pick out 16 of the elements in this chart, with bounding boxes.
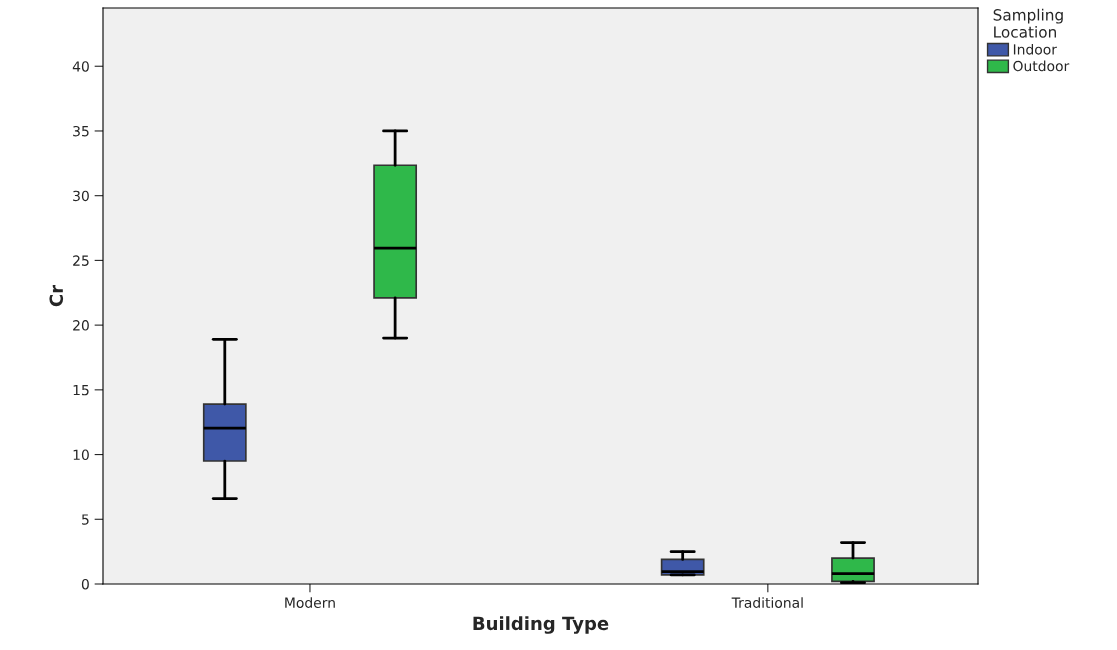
y-tick-label: 40 bbox=[72, 61, 89, 72]
y-tick-label: 25 bbox=[73, 255, 89, 266]
legend-title: Sampling Location bbox=[993, 8, 1063, 38]
y-tick-label: 10 bbox=[73, 449, 89, 461]
legend-label: Indoor bbox=[1013, 43, 1057, 55]
legend-label: Outdoor bbox=[1013, 60, 1070, 72]
x-axis-title: Building Type bbox=[473, 616, 609, 634]
y-tick-label: 20 bbox=[73, 320, 89, 331]
y-axis-title: Cr bbox=[49, 284, 64, 307]
y-tick-label: 0 bbox=[81, 578, 89, 590]
x-tick-label: Traditional bbox=[731, 597, 803, 608]
y-tick-label: 30 bbox=[73, 190, 89, 202]
x-tick-label: Modern bbox=[285, 597, 335, 608]
y-tick-label: 15 bbox=[73, 384, 89, 396]
y-tick-label: 35 bbox=[73, 125, 89, 137]
y-tick-label: 5 bbox=[82, 514, 89, 525]
